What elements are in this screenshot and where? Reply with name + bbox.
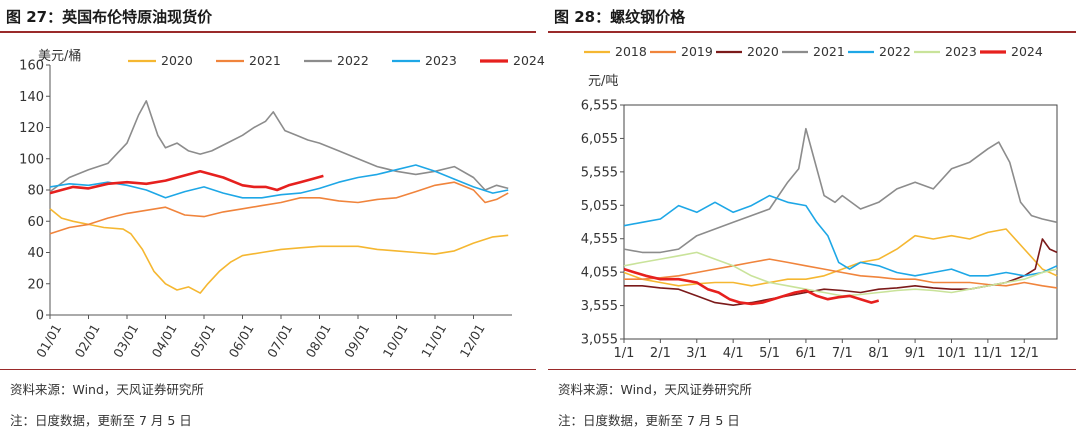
legend-label: 2018 [615,44,647,59]
footer-divider [0,369,536,370]
source-text: 资料来源：Wind，天风证券研究所 [558,382,752,397]
x-tick-label: 3/1 [686,346,707,361]
chart-title: 图 28：螺纹钢价格 [554,8,686,26]
series-line-2021 [49,181,509,235]
y-tick-label: 100 [19,152,44,167]
x-tick-label: 7/1 [832,346,853,361]
x-tick-label: 4/1 [723,346,744,361]
note-text: 注：日度数据，更新至 7 月 5 日 [10,413,192,428]
x-tick-label: 02/01 [72,321,103,360]
y-tick-label: 4,055 [581,266,618,281]
chart-title: 图 27：英国布伦特原油现货价 [6,8,213,26]
series-line-2024 [49,170,324,195]
footer-divider [548,369,1076,370]
legend-label: 2023 [945,44,977,59]
y-tick-label: 140 [19,90,44,105]
x-tick-label: 01/01 [33,321,64,360]
x-tick-label: 07/01 [264,321,295,360]
y-tick-label: 0 [36,309,44,324]
y-tick-label: 5,055 [581,199,618,214]
x-tick-label: 03/01 [110,321,141,360]
legend-label: 2023 [425,53,457,68]
x-tick-label: 10/01 [380,321,411,360]
legend-label: 2022 [879,44,911,59]
y-tick-label: 80 [27,184,44,199]
unit-label: 元/吨 [588,74,618,89]
legend-label: 2020 [161,53,193,68]
y-tick-label: 3,055 [581,333,618,348]
legend-label: 2021 [249,53,281,68]
unit-label: 美元/桶 [38,49,81,64]
x-tick-label: 1/1 [614,346,635,361]
y-tick-label: 40 [27,246,44,261]
y-tick-label: 160 [19,59,44,74]
x-tick-label: 9/1 [905,346,926,361]
legend-label: 2024 [1011,44,1043,59]
legend-label: 2021 [813,44,845,59]
x-tick-label: 09/01 [341,321,372,360]
series-line-2018 [623,228,1058,287]
y-tick-label: 6,555 [581,99,618,114]
series-line-2019 [624,258,1058,289]
legend-label: 2020 [747,44,779,59]
chart-panel-rebar: 图 28：螺纹钢价格 3,055 3,555 4,055 4,555 5,055 5,55… [548,0,1080,433]
y-tick-label: 4,555 [581,232,618,247]
title-divider [548,31,1076,33]
series-line-2023 [49,164,509,199]
source-text: 资料来源：Wind，天风证券研究所 [10,382,204,397]
series-line-2022 [623,194,1058,277]
x-tick-label: 6/1 [795,346,816,361]
series-line-2020 [49,208,509,294]
series-line-2022 [49,100,509,193]
y-tick-label: 6,055 [581,132,618,147]
legend-label: 2024 [513,53,545,68]
x-tick-label: 05/01 [187,321,218,360]
y-tick-label: 3,555 [581,299,618,314]
y-tick-label: 5,555 [581,165,618,180]
plot-frame [623,104,1058,340]
y-tick-label: 120 [19,121,44,136]
x-tick-label: 12/1 [1010,346,1039,361]
note-text: 注：日度数据，更新至 7 月 5 日 [558,413,740,428]
rebar-chart: 3,055 3,555 4,055 4,555 5,055 5,555 6,055 6,555… [581,44,1058,361]
y-tick-label: 20 [27,277,44,292]
brent-chart: 0 20 40 60 80 100 120 140 160 01/01 02/01 03/01 04/0… [19,49,545,360]
series-line-2021 [623,127,1058,254]
x-tick-label: 2/1 [650,346,671,361]
x-tick-label: 04/01 [149,321,180,360]
x-tick-label: 11/1 [973,346,1002,361]
title-divider [0,31,536,33]
series-line-2020 [624,238,1058,307]
x-tick-label: 5/1 [759,346,780,361]
x-tick-label: 06/01 [226,321,257,360]
x-tick-label: 10/1 [937,346,966,361]
legend-label: 2022 [337,53,369,68]
x-tick-label: 12/01 [457,321,488,360]
x-tick-label: 8/1 [868,346,889,361]
series-line-2024 [623,267,880,306]
legend-label: 2019 [681,44,713,59]
x-tick-label: 11/01 [418,321,449,360]
chart-panel-brent: 图 27：英国布伦特原油现货价 0 20 40 60 80 100 120 140 160 01/… [0,8,545,428]
x-tick-label: 08/01 [303,321,334,360]
y-tick-label: 60 [27,215,44,230]
